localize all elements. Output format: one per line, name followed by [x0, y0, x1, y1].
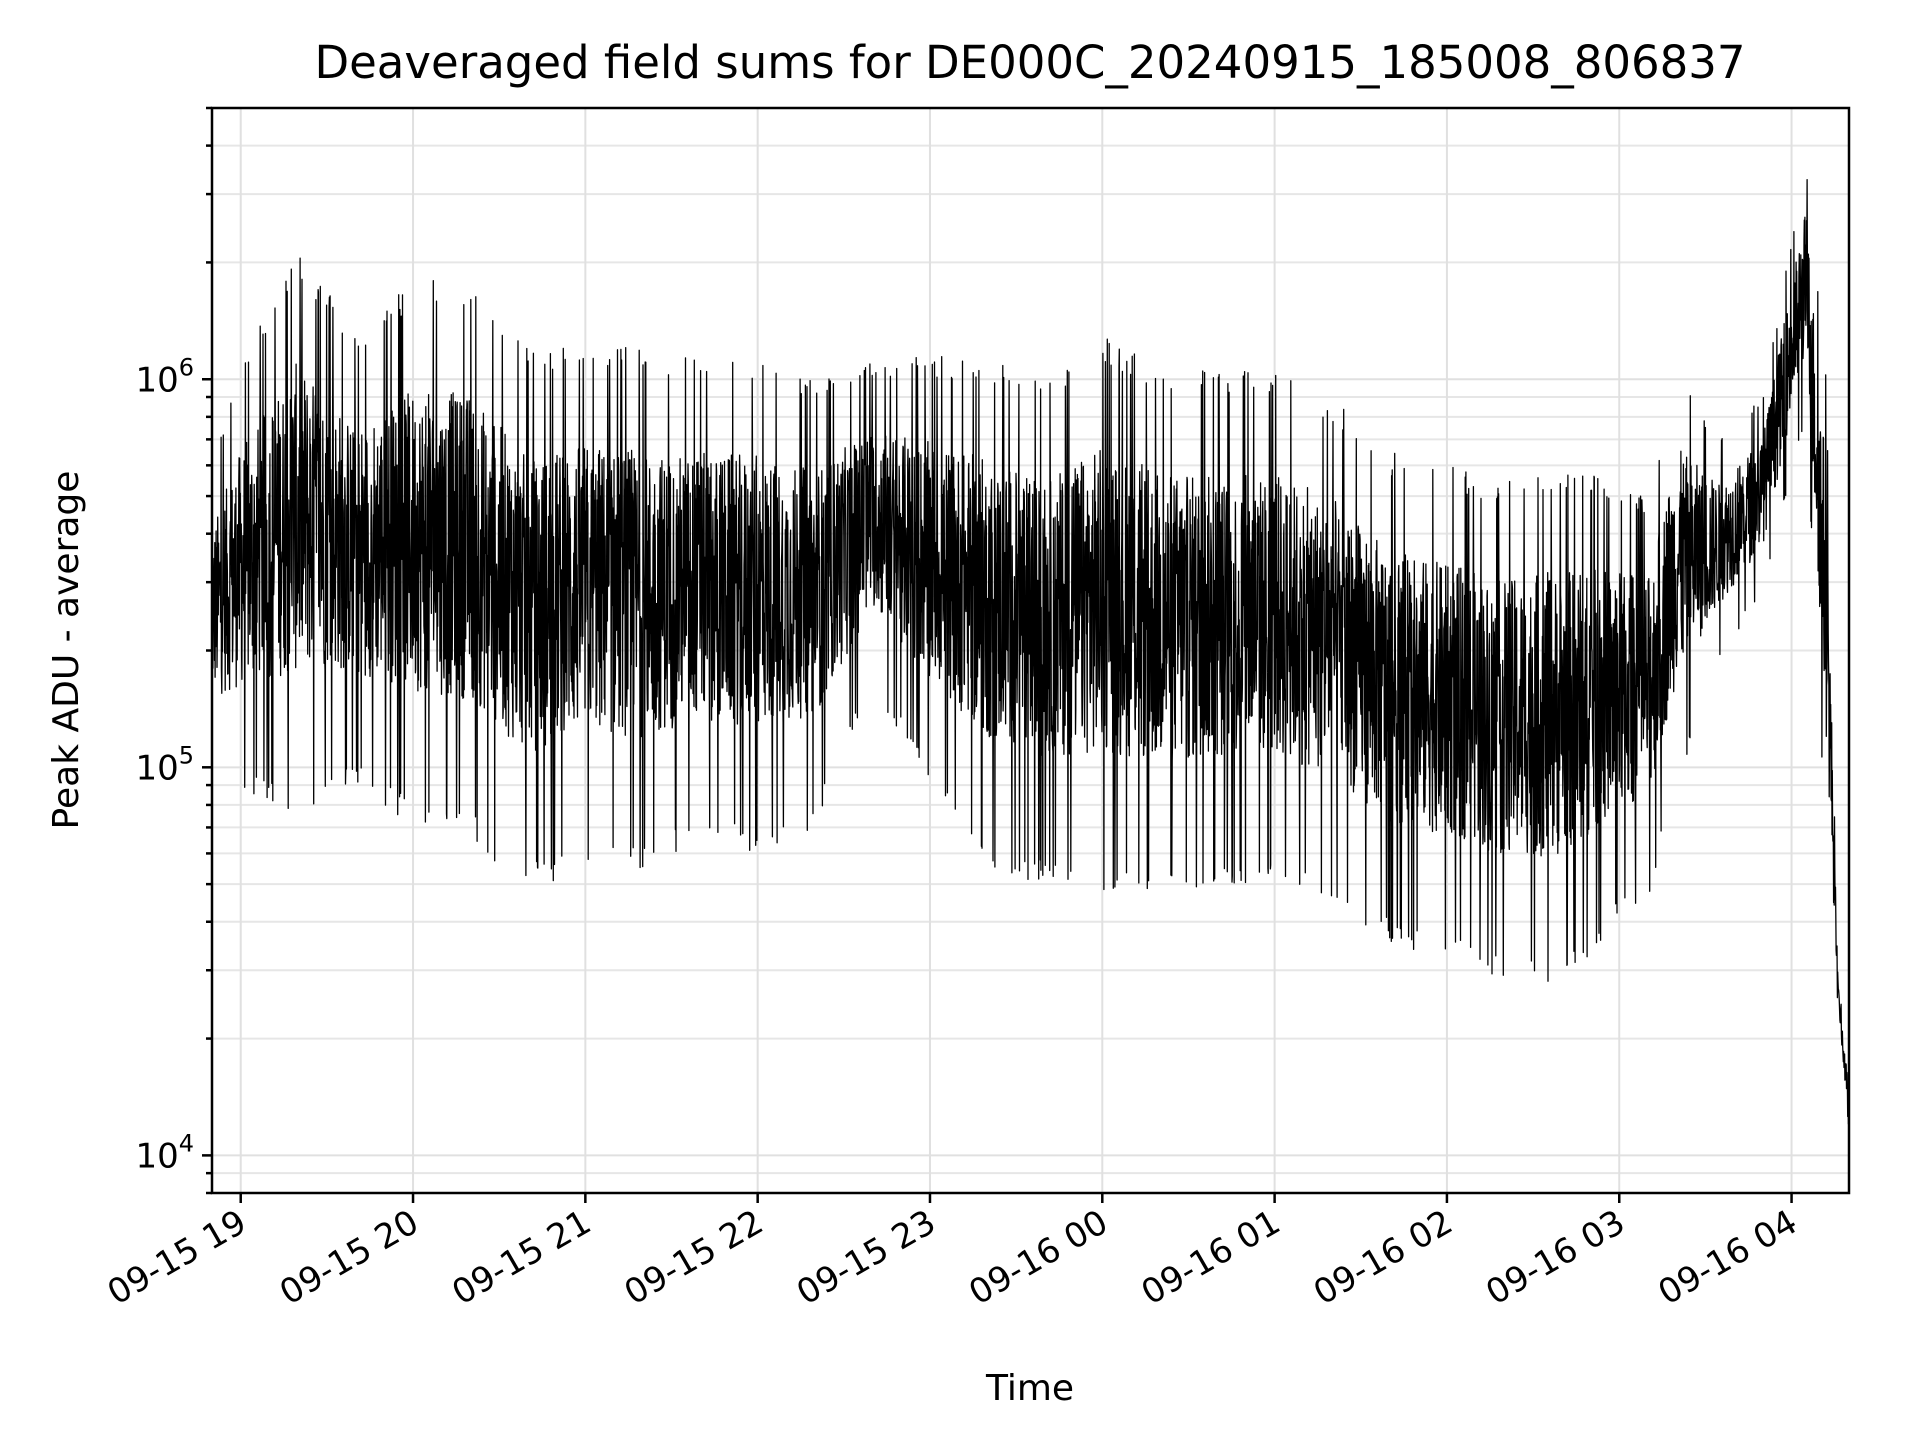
chart-title: Deaveraged field sums for DE000C_2024091… [314, 36, 1745, 89]
series-layer [211, 179, 1850, 1136]
y-tick-label: 104 [135, 1129, 194, 1176]
x-axis-label: Time [985, 1368, 1074, 1409]
y-tick-label: 106 [135, 353, 194, 400]
series-line [211, 179, 1850, 1136]
y-tick-label: 105 [135, 741, 194, 788]
y-axis-label: Peak ADU - average [46, 471, 87, 830]
